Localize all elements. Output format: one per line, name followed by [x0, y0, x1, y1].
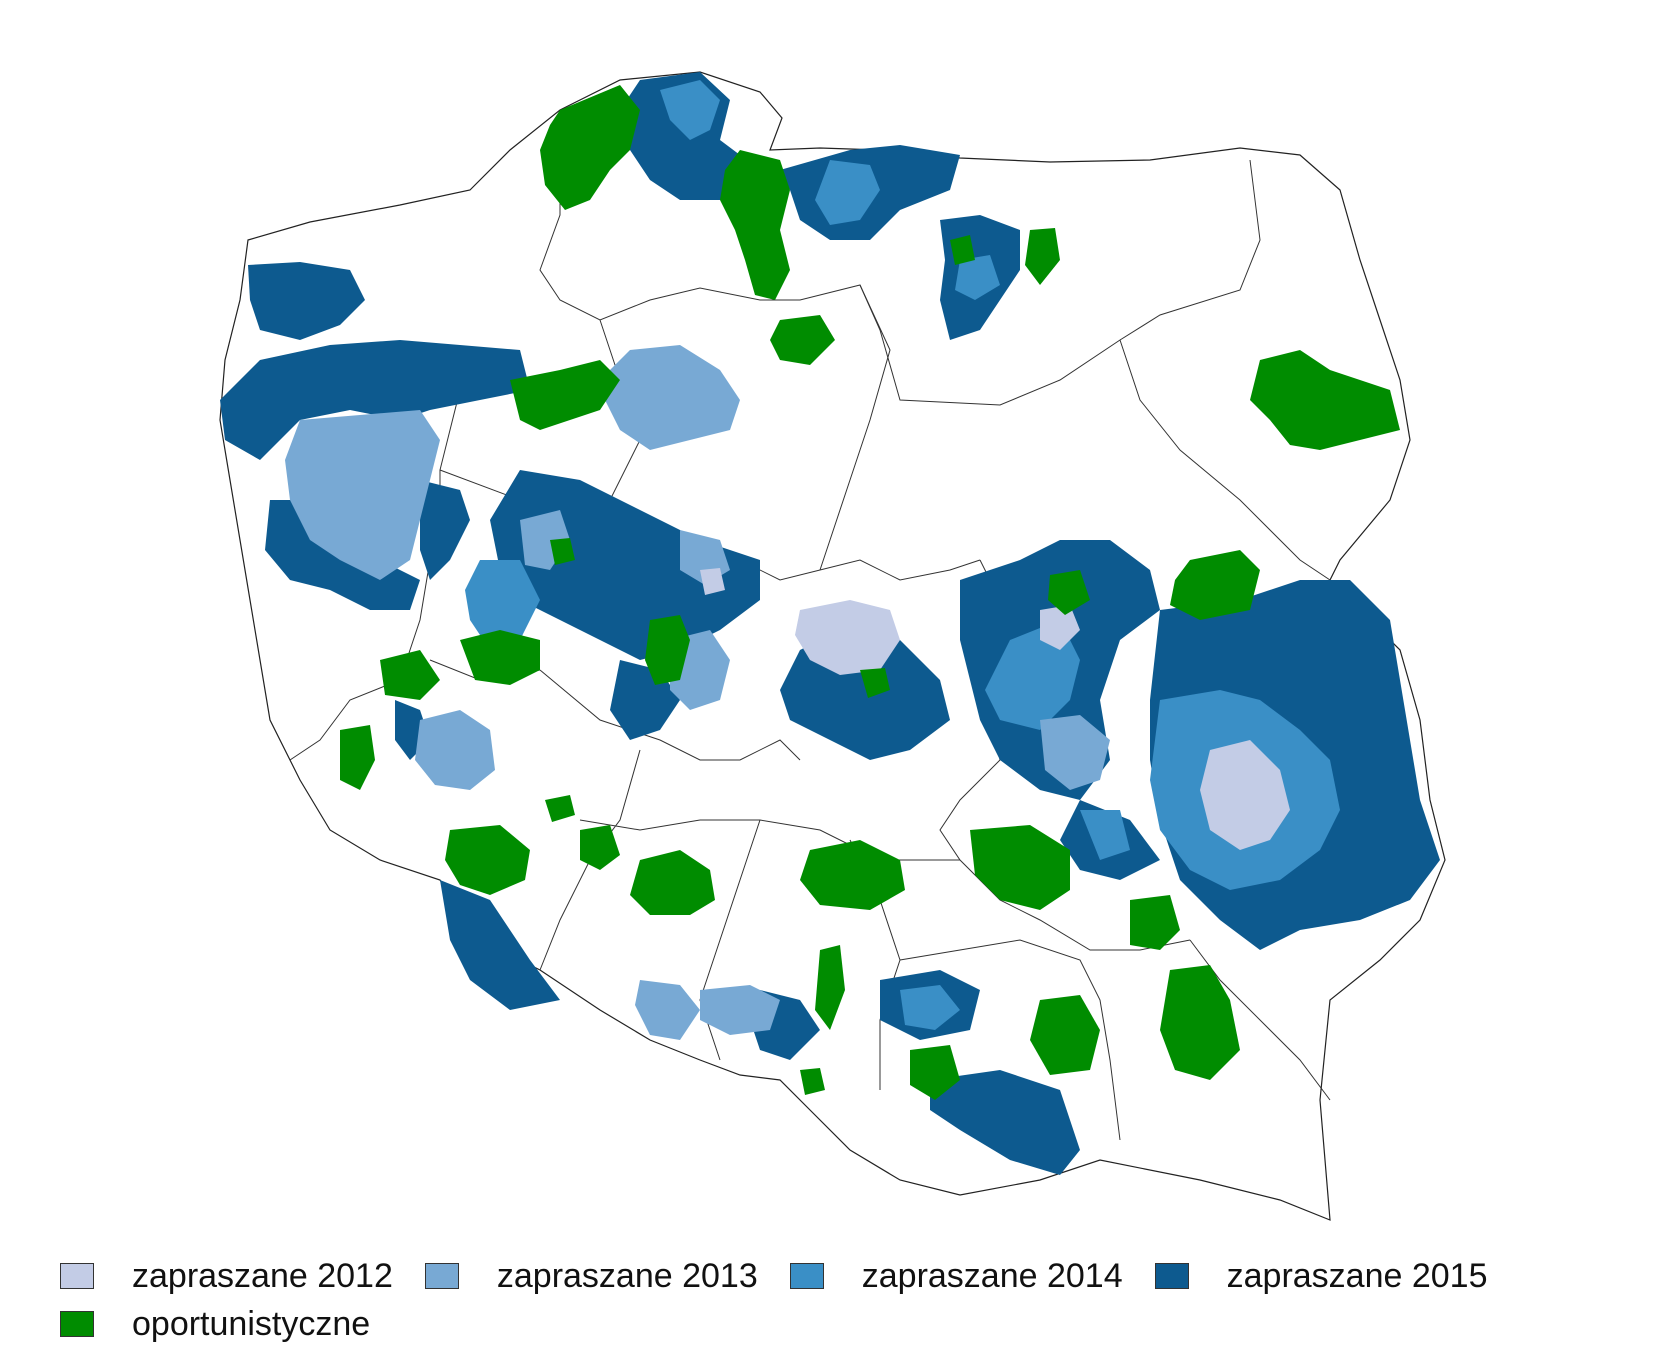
- legend-swatch-z2015: [1154, 1263, 1189, 1289]
- legend-label-z2012: zapraszane 2012: [132, 1256, 393, 1295]
- regions-z2015: [220, 72, 1440, 1175]
- regions-oportunistyczne: [340, 85, 1400, 1100]
- legend-swatch-opp: [60, 1311, 94, 1337]
- regions-z2012: [700, 568, 1290, 850]
- legend-swatch-z2013: [424, 1263, 459, 1289]
- legend-label-opp: oportunistyczne: [132, 1304, 371, 1343]
- regions-z2013: [285, 345, 1110, 1040]
- legend-label-z2015: zapraszane 2015: [1226, 1256, 1488, 1295]
- legend-item-z2013: zapraszane 2013: [424, 1256, 758, 1296]
- legend-item-z2015: zapraszane 2015: [1154, 1256, 1488, 1296]
- legend-item-opp: oportunistyczne: [60, 1305, 370, 1344]
- legend-row-2: oportunistyczne: [60, 1300, 1660, 1348]
- legend-row-1: zapraszane 2012 zapraszane 2013 zaprasza…: [60, 1252, 1660, 1300]
- legend-label-z2013: zapraszane 2013: [496, 1256, 758, 1295]
- legend-item-z2014: zapraszane 2014: [789, 1256, 1123, 1296]
- poland-map: [219, 71, 1446, 1221]
- legend-swatch-z2014: [789, 1263, 824, 1289]
- legend: zapraszane 2012 zapraszane 2013 zaprasza…: [60, 1252, 1660, 1348]
- legend-item-z2012: zapraszane 2012: [60, 1257, 393, 1296]
- legend-swatch-z2012: [60, 1263, 94, 1289]
- legend-label-z2014: zapraszane 2014: [861, 1256, 1123, 1295]
